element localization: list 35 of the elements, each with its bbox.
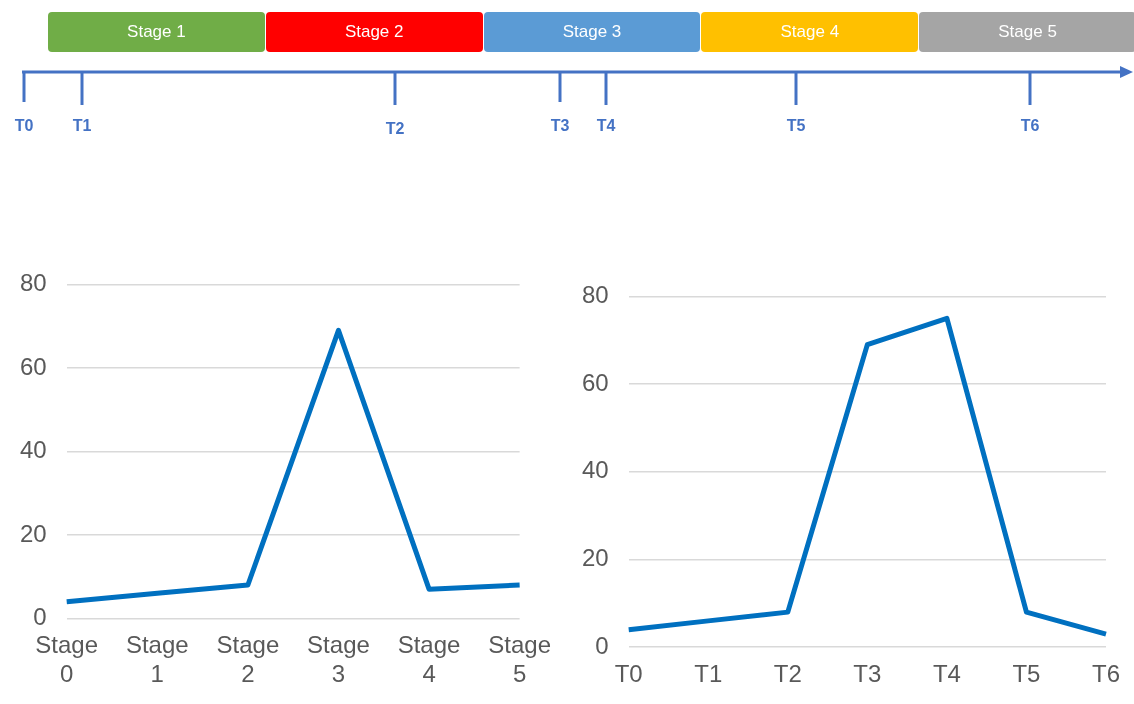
y-tick-label: 40 (581, 456, 609, 484)
y-tick-label: 20 (19, 519, 47, 547)
text: T3 (550, 117, 570, 135)
x-tick-label: T6 (1091, 660, 1120, 688)
y-tick-label: 40 (19, 436, 47, 464)
category-label: Stage 5 (919, 12, 1134, 52)
x-tick-label: Stage 4 (397, 631, 461, 688)
text: T4 (596, 117, 616, 135)
y-tick-label: 60 (19, 352, 47, 380)
x-tick-label: T4 (932, 660, 961, 688)
category-label: Stage 2 (265, 12, 483, 52)
y-tick-label: 20 (581, 544, 609, 572)
y-tick-label: 0 (33, 603, 47, 631)
y-tick-label: 60 (581, 368, 609, 396)
text: T0 (14, 117, 34, 135)
x-tick-label: T3 (853, 660, 882, 688)
y-tick-label: 80 (581, 281, 609, 309)
x-tick-label: Stage 5 (488, 631, 551, 688)
x-tick-label: T0 (614, 660, 643, 688)
y-tick-label: 0 (595, 631, 609, 659)
category-label: Stage 1 (48, 12, 265, 52)
x-tick-label: Stage 0 (35, 631, 99, 688)
text: T2 (385, 120, 405, 138)
category-label: Stage 4 (701, 12, 919, 52)
category-label: Stage 3 (483, 12, 701, 52)
x-tick-label: Stage 3 (307, 631, 370, 688)
y-tick-label: 80 (19, 269, 47, 297)
x-tick-label: T5 (1012, 660, 1041, 688)
text: T5 (786, 117, 806, 135)
x-tick-label: T2 (773, 660, 802, 688)
x-tick-label: T1 (694, 660, 723, 688)
text: T6 (1020, 117, 1040, 135)
x-tick-label: Stage 1 (125, 631, 189, 688)
text: T1 (72, 117, 92, 135)
x-tick-label: Stage 2 (216, 631, 280, 688)
